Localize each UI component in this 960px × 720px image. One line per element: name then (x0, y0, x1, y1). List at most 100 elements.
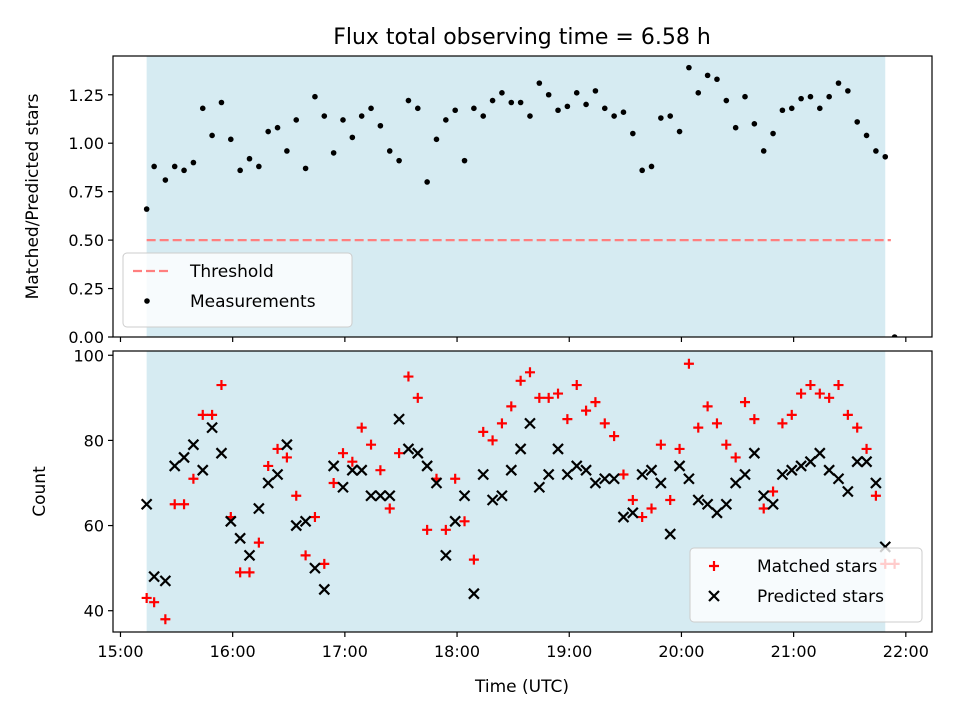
predicted-stars-point (148, 570, 160, 583)
measurement-point (293, 117, 300, 123)
matched-stars-point (842, 409, 853, 420)
measurement-point (209, 132, 215, 139)
predicted-stars-point (253, 502, 265, 515)
predicted-stars-point (542, 468, 555, 481)
matched-stars-point (506, 401, 517, 412)
predicted-stars-point (355, 464, 368, 476)
predicted-stars-point (449, 515, 461, 528)
predicted-stars-point (514, 443, 527, 455)
predicted-stars-point (458, 489, 471, 502)
predicted-stars-point (664, 528, 676, 540)
predicted-stars-point (776, 468, 789, 481)
predicted-stars-point (561, 468, 574, 481)
measurement-point (162, 177, 169, 183)
matched-stars-point (141, 592, 152, 603)
matched-stars-point (721, 439, 732, 450)
predicted-stars-point (159, 575, 172, 587)
predicted-stars-point (748, 447, 761, 459)
measurement-point (265, 128, 271, 135)
matched-stars-point (422, 524, 433, 535)
predicted-stars-point (627, 507, 639, 519)
predicted-stars-point (795, 460, 807, 472)
predicted-stars-point (206, 421, 218, 434)
predicted-stars-point (636, 468, 648, 481)
x-tick-label: 16:00 (210, 642, 256, 661)
measurement-point (695, 90, 702, 96)
matched-stars-point (263, 460, 274, 471)
y-tick-label: 40 (84, 602, 104, 621)
legend-label: Threshold (189, 262, 274, 282)
matched-stars-point (281, 452, 292, 463)
matched-stars-point (366, 439, 377, 450)
matched-stars-point (272, 443, 283, 454)
y-axis-label: Count (30, 466, 50, 517)
matched-stars-point (665, 495, 676, 506)
figure-title: Flux total observing time = 6.58 h (333, 25, 711, 50)
measurement-point (396, 157, 402, 164)
measurement-point (648, 163, 655, 170)
predicted-stars-point (767, 498, 779, 511)
matched-stars-point (328, 477, 339, 488)
measurement-point (611, 113, 617, 119)
measurement-point (667, 113, 674, 119)
measurement-point (330, 150, 337, 156)
x-tick-label: 20:00 (658, 642, 704, 661)
predicted-stars-point (421, 460, 433, 472)
y-tick-label: 100 (73, 346, 104, 365)
predicted-stars-point (711, 507, 723, 519)
predicted-stars-point (645, 464, 658, 476)
measurement-point (742, 93, 748, 100)
predicted-stars-point (346, 464, 359, 476)
matched-stars-point (786, 409, 797, 420)
measurement-point (349, 134, 356, 141)
predicted-stars-point (692, 494, 705, 506)
predicted-stars-point (842, 485, 854, 498)
matched-stars-point (599, 418, 610, 429)
measurement-point (237, 167, 243, 174)
predicted-stars-point (701, 498, 714, 511)
predicted-stars-point (851, 455, 863, 468)
measurement-point (845, 88, 851, 94)
measurement-point (471, 105, 477, 112)
predicted-stars-point (570, 460, 583, 472)
predicted-stars-point (589, 477, 602, 489)
x-tick-label: 17:00 (322, 642, 368, 661)
predicted-stars-point (486, 494, 499, 506)
y-tick-label: 60 (84, 517, 104, 536)
predicted-stars-point (617, 511, 630, 523)
predicted-stars-point (140, 498, 153, 511)
predicted-stars-point (468, 587, 480, 600)
matched-stars-point (524, 367, 535, 378)
measurement-point (181, 167, 187, 174)
matched-stars-point (487, 435, 498, 446)
matched-stars-point (833, 380, 844, 391)
predicted-stars-point (196, 464, 209, 476)
matched-stars-point (740, 397, 751, 408)
matched-stars-point (730, 452, 741, 463)
predicted-stars-point (720, 498, 733, 511)
predicted-stars-point (533, 481, 546, 494)
matched-stars-point (450, 473, 461, 484)
predicted-stars-point (814, 447, 826, 459)
legend-matched-swatch (709, 561, 719, 571)
measurement-point (508, 99, 515, 106)
y-tick-label: 1.25 (68, 86, 104, 105)
predicted-stars-point (440, 549, 452, 562)
measurement-point (480, 113, 487, 119)
measurement-point (321, 113, 328, 119)
measurement-point (433, 136, 440, 143)
matched-stars-point (758, 503, 769, 514)
matched-stars-point (394, 448, 405, 459)
measurement-point (274, 124, 281, 131)
predicted-stars-point (383, 489, 396, 502)
measurement-point (779, 107, 786, 114)
count-panel: 40 60 80 100 15:00 16:00 17:00 18:00 19:00 20:00 2… (30, 346, 933, 661)
measurement-point (302, 165, 309, 172)
measurement-point (573, 90, 580, 96)
matched-stars-point (590, 397, 601, 408)
measurement-point (368, 105, 374, 112)
predicted-stars-point (496, 489, 508, 502)
predicted-stars-point (860, 455, 873, 468)
matched-stars-point (468, 554, 479, 565)
predicted-stars-point (870, 477, 882, 489)
